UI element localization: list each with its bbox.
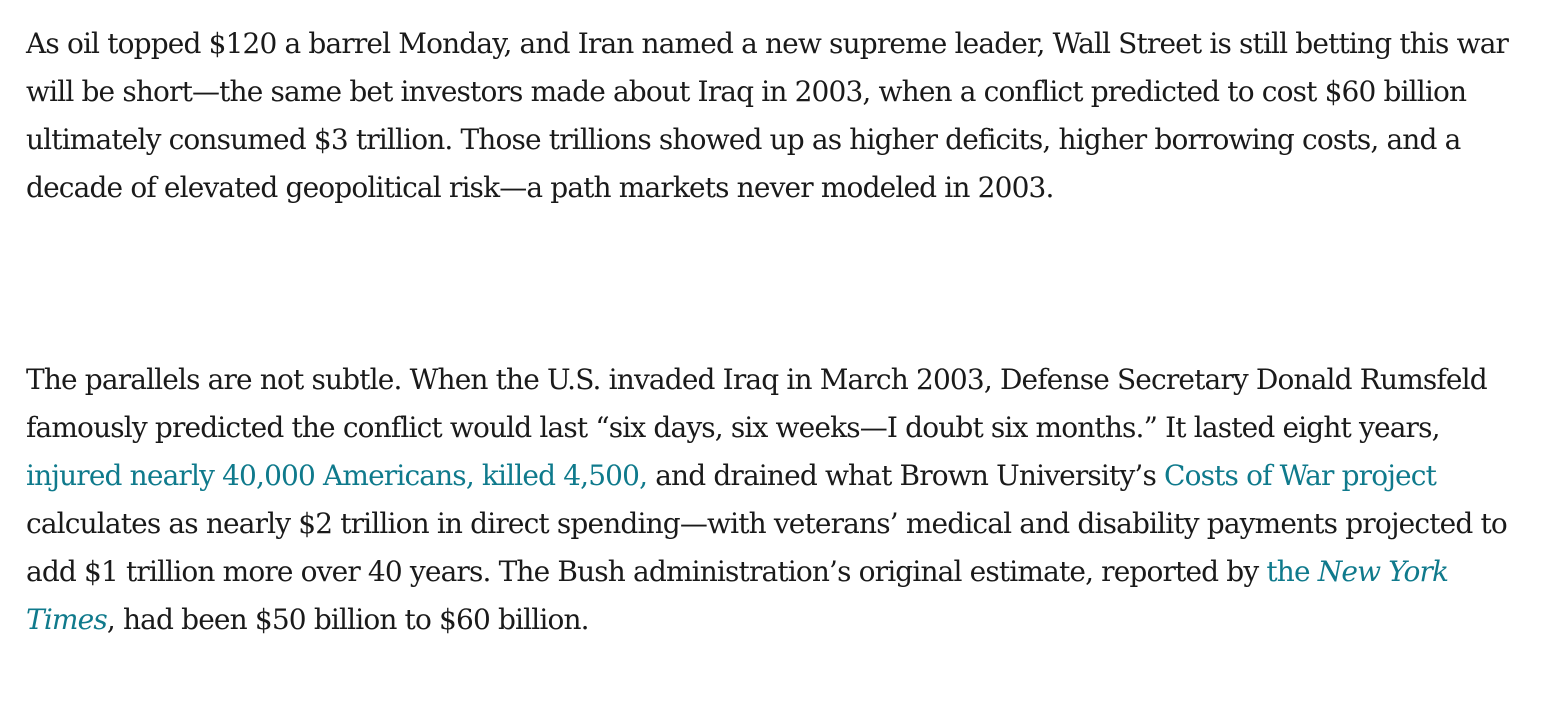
paragraph-text-4: , had been $50 billion to $60 billion.	[106, 603, 590, 636]
paragraph-parallels: The parallels are not subtle. When the U…	[26, 356, 1526, 644]
costs-of-war-link[interactable]: Costs of War project	[1164, 459, 1437, 492]
paragraph-text-1: The parallels are not subtle. When the U…	[26, 363, 1488, 444]
nyt-link[interactable]: the New York Times	[26, 555, 1449, 636]
article-body: As oil topped $120 a barrel Monday, and …	[26, 20, 1526, 644]
nyt-link-title: New York Times	[26, 555, 1449, 636]
paragraph-text-3: calculates as nearly $2 trillion in dire…	[26, 507, 1508, 588]
paragraph-text-2: and drained what Brown University’s	[647, 459, 1165, 492]
casualties-link[interactable]: injured nearly 40,000 Americans, killed …	[26, 459, 648, 492]
nyt-link-prefix: the	[1266, 555, 1318, 588]
paragraph-intro: As oil topped $120 a barrel Monday, and …	[26, 27, 1509, 204]
